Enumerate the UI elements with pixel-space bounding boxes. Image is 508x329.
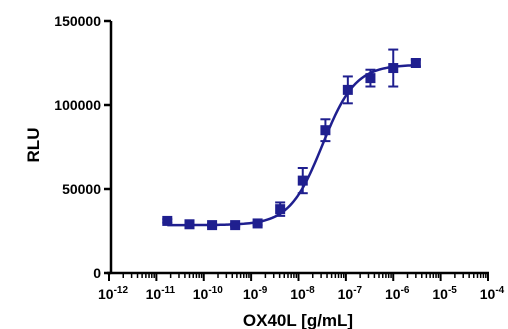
axes (107, 21, 489, 275)
x-tick-label: 10-4 (480, 285, 505, 302)
x-tick-label-exponent: -11 (161, 285, 175, 296)
x-tick-label-base: 10 (480, 286, 496, 302)
x-tick-label: 10-6 (385, 285, 410, 302)
data-point (252, 218, 263, 229)
x-tick-label: 10-9 (243, 285, 268, 302)
y-tick-label: 100000 (54, 97, 101, 113)
x-axis-ticks: 10-12 10-11 10-10 10-9 10-8 10-7 10-6 10-5 10-4 (98, 273, 505, 302)
x-tick-label-base: 10 (243, 286, 259, 302)
y-axis-title: RLU (24, 128, 43, 163)
x-tick-label-exponent: -5 (448, 285, 457, 296)
fit-curve (167, 63, 416, 227)
data-point (297, 175, 308, 186)
x-tick-label: 10-8 (290, 285, 315, 302)
x-tick-label-exponent: -4 (495, 285, 504, 296)
y-tick-label: 150000 (54, 13, 101, 29)
x-tick-label: 10-7 (338, 285, 363, 302)
y-tick-label: 0 (93, 265, 101, 281)
x-tick-label-base: 10 (385, 286, 401, 302)
x-tick-label-exponent: -9 (258, 285, 267, 296)
x-tick-label-exponent: -8 (306, 285, 315, 296)
x-tick-label-base: 10 (98, 286, 114, 302)
x-tick-label-exponent: -10 (208, 285, 223, 296)
data-point (342, 84, 353, 95)
data-point (275, 204, 286, 215)
x-tick-label-exponent: -7 (353, 285, 362, 296)
data-point (207, 220, 218, 231)
data-point (388, 63, 399, 74)
x-tick-label-exponent: -6 (401, 285, 410, 296)
plot-area (162, 48, 421, 231)
y-tick-label: 50000 (62, 181, 101, 197)
x-tick-label-base: 10 (432, 286, 448, 302)
x-tick-label: 10-10 (193, 285, 223, 302)
x-tick-label: 10-12 (98, 285, 128, 302)
data-point (230, 220, 241, 231)
x-tick-label: 10-5 (432, 285, 457, 302)
y-axis-ticks: 0 50000 100000 150000 (54, 13, 111, 281)
data-point (184, 219, 195, 230)
data-point (365, 73, 376, 84)
data-point (410, 58, 421, 68)
x-tick-label-base: 10 (290, 286, 306, 302)
x-tick-label-base: 10 (146, 286, 162, 302)
x-tick-label: 10-11 (146, 285, 176, 302)
x-axis-title: OX40L [g/mL] (243, 311, 353, 329)
data-point (162, 215, 173, 226)
data-point (320, 125, 331, 136)
x-tick-label-exponent: -12 (114, 285, 129, 296)
x-tick-label-base: 10 (338, 286, 354, 302)
x-tick-label-base: 10 (193, 286, 209, 302)
